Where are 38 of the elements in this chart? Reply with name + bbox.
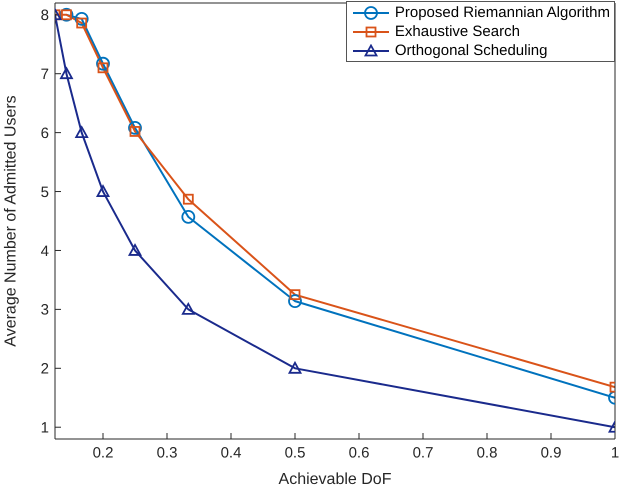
point [60,67,73,80]
x-tick-label: 1 [610,444,620,462]
y-tick-label: 5 [40,184,49,201]
point [96,185,110,197]
point [98,62,108,74]
point [74,12,89,26]
legend-label: Proposed Riemannian Algorithm [394,4,610,21]
legend-label: Exhaustive Search [394,23,520,40]
x-tick-label: 0.4 [220,444,242,462]
y-tick-label: 2 [40,360,49,378]
y-axis-title: Average Number of Admitted Users [2,95,20,347]
point [181,210,196,224]
x-tick-label: 0.3 [156,444,178,462]
point [288,294,302,308]
x-tick-label: 0.9 [540,444,562,462]
y-tick-label: 7 [40,66,49,84]
point [182,302,195,315]
y-tick-label: 3 [40,302,49,319]
x-tick-label: 0.7 [412,444,434,462]
y-tick-label: 1 [40,420,49,437]
legend-label: Orthogonal Scheduling [394,42,548,59]
point [290,289,300,300]
point [75,126,88,138]
y-tick-label: 4 [40,242,49,260]
point [130,126,140,137]
point [96,56,110,71]
x-axis-title: Achievable DoF [278,471,392,488]
x-tick-label: 0.5 [284,444,306,462]
point [76,18,88,28]
y-tick-label: 6 [40,124,49,142]
point [128,121,142,135]
point [128,244,142,256]
point [182,194,194,205]
y-tick-label: 8 [40,7,49,24]
x-tick-label: 0.6 [348,444,370,462]
point [288,362,302,374]
x-tick-label: 0.2 [92,444,114,462]
x-tick-label: 0.8 [476,444,498,462]
